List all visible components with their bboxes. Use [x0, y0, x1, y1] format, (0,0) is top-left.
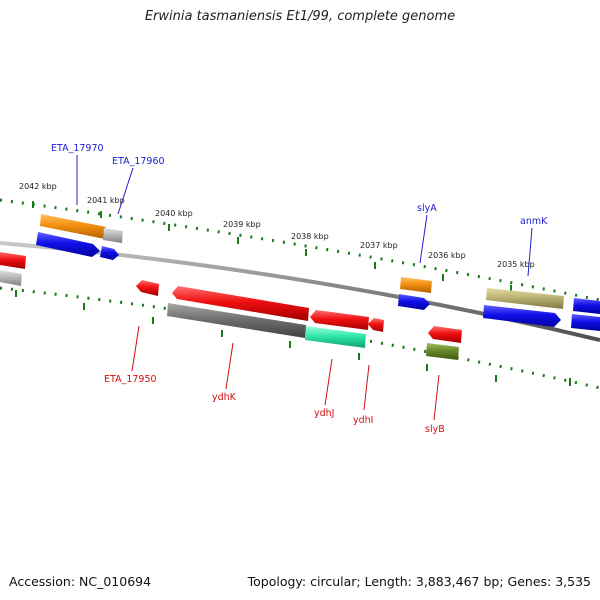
gene-eta17970-arrow[interactable] [36, 232, 100, 257]
gene-ydhj-red[interactable] [310, 310, 369, 330]
gene-label-ydhi[interactable]: ydhI [353, 415, 373, 426]
gene-slyb-darkolive[interactable] [426, 343, 459, 360]
gene-label-slya[interactable]: slyA [417, 203, 437, 214]
gene-lightgray-1[interactable] [103, 228, 123, 243]
gene-eta17950-arrow[interactable] [136, 280, 159, 296]
gene-slya-arrow[interactable] [398, 294, 430, 310]
forward-gene-labels: ETA_17970 ETA_17960 slyA anmK [51, 143, 548, 277]
kbp-labels: 2042 kbp 2041 kbp 2040 kbp 2039 kbp 2038… [19, 182, 535, 269]
gene-orange-1[interactable] [40, 214, 106, 239]
gene-orange-2[interactable] [400, 277, 432, 293]
kbp-label: 2038 kbp [291, 232, 329, 241]
gene-eta17960-arrow[interactable] [100, 246, 119, 260]
gene-ydhi-arrow[interactable] [368, 318, 384, 332]
kbp-label: 2036 kbp [428, 251, 466, 260]
gene-ydhj-teal[interactable] [305, 326, 366, 348]
kbp-label: 2037 kbp [360, 241, 398, 250]
gene-ydhk-red[interactable] [172, 286, 309, 321]
gene-label-ydhj[interactable]: ydhJ [314, 408, 334, 419]
reverse-gene-labels: ETA_17950 ydhK ydhJ ydhI slyB [104, 325, 445, 435]
kbp-label: 2040 kbp [155, 209, 193, 218]
lower-tick-ring [0, 286, 600, 390]
kbp-label: 2041 kbp [87, 196, 125, 205]
upper-tick-ring [0, 198, 600, 302]
gene-anmk-arrow[interactable] [483, 305, 561, 327]
genome-title: Erwinia tasmaniensis Et1/99, complete ge… [144, 9, 456, 24]
gene-blue-right-2[interactable] [571, 314, 600, 331]
forward-strand-features[interactable] [36, 214, 600, 331]
gene-label-eta17950[interactable]: ETA_17950 [104, 374, 157, 385]
kbp-label: 2042 kbp [19, 182, 57, 191]
gene-label-eta17960[interactable]: ETA_17960 [112, 156, 165, 167]
kbp-label: 2039 kbp [223, 220, 261, 229]
accession-text: Accession: NC_010694 [9, 574, 152, 589]
kbp-label: 2035 kbp [497, 260, 535, 269]
genome-summary-text: Topology: circular; Length: 3,883,467 bp… [247, 574, 591, 589]
gene-red-left[interactable] [0, 252, 26, 269]
gene-label-slyb[interactable]: slyB [425, 424, 445, 435]
gene-lightgray-left[interactable] [0, 270, 22, 286]
gene-label-eta17970[interactable]: ETA_17970 [51, 143, 104, 154]
gene-blue-right-1[interactable] [573, 298, 600, 314]
gene-ydhk-gray[interactable] [167, 303, 306, 338]
gene-olive[interactable] [486, 288, 564, 309]
gene-slyb-red[interactable] [428, 326, 462, 343]
gene-label-anmk[interactable]: anmK [520, 216, 548, 227]
gene-label-ydhk[interactable]: ydhK [212, 392, 237, 403]
reverse-strand-features[interactable] [0, 252, 462, 360]
